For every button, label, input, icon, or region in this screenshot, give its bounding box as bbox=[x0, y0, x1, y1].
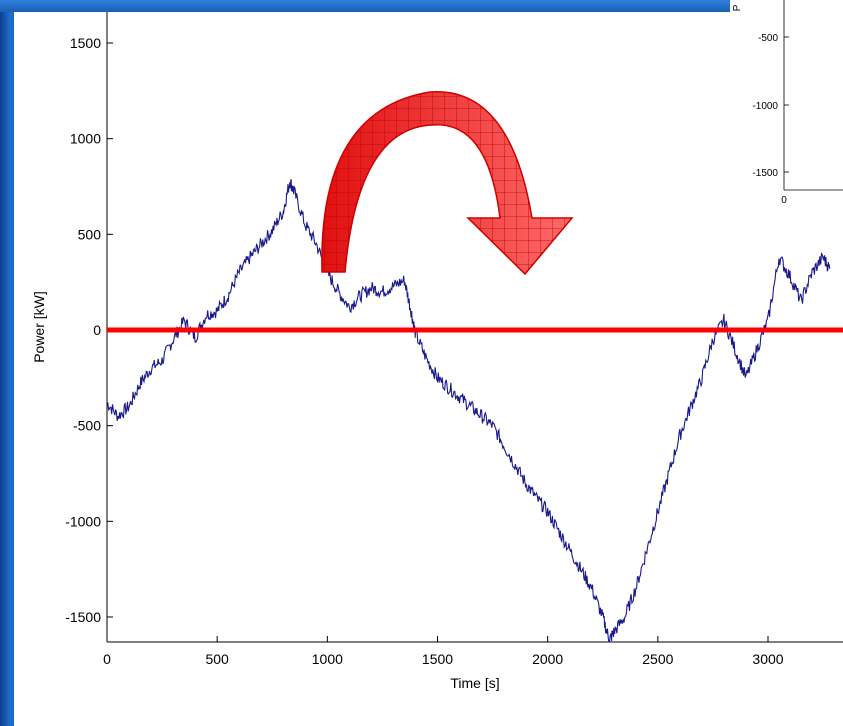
x-axis-title: Time [s] bbox=[450, 675, 499, 691]
x-tick-label: 0 bbox=[103, 651, 111, 667]
y-tick-label: 1000 bbox=[70, 131, 101, 147]
x-tick-label: 1000 bbox=[312, 651, 343, 667]
x-tick-label: 1500 bbox=[422, 651, 453, 667]
x-tick-label: 2000 bbox=[532, 651, 563, 667]
y-tick-label: -1500 bbox=[65, 609, 101, 625]
curved-arrow-annotation bbox=[321, 91, 574, 276]
y-axis-title: Power [kW] bbox=[31, 291, 47, 363]
arrow-arc-grid bbox=[321, 91, 572, 274]
x-ticks: 0 500 1000 1500 2000 2500 3000 bbox=[103, 636, 784, 667]
inset-ytick-label-3: -1500 bbox=[752, 168, 778, 179]
inset-axis-letter: P bbox=[732, 4, 743, 11]
plot-area bbox=[106, 12, 843, 643]
y-tick-label: 500 bbox=[78, 226, 102, 242]
inset-ytick-label-2: -1000 bbox=[752, 101, 778, 112]
x-tick-label: 500 bbox=[205, 651, 229, 667]
inset-background bbox=[730, 0, 843, 200]
inset-xtick-label: 0 bbox=[781, 195, 787, 206]
inset-chart: -500 -1000 -1500 0 P bbox=[730, 0, 843, 206]
y-ticks: -1500 -1000 -500 0 500 1000 1500 bbox=[65, 35, 113, 625]
x-tick-label: 3000 bbox=[752, 651, 783, 667]
y-tick-label: -1000 bbox=[65, 513, 101, 529]
slide-top-bar bbox=[0, 0, 843, 12]
y-tick-label: 0 bbox=[93, 322, 101, 338]
x-tick-label: 2500 bbox=[642, 651, 673, 667]
y-tick-label: -500 bbox=[73, 418, 101, 434]
series-line-power bbox=[107, 179, 831, 643]
inset-ytick-label-1: -500 bbox=[758, 33, 778, 44]
y-tick-label: 1500 bbox=[70, 35, 101, 51]
